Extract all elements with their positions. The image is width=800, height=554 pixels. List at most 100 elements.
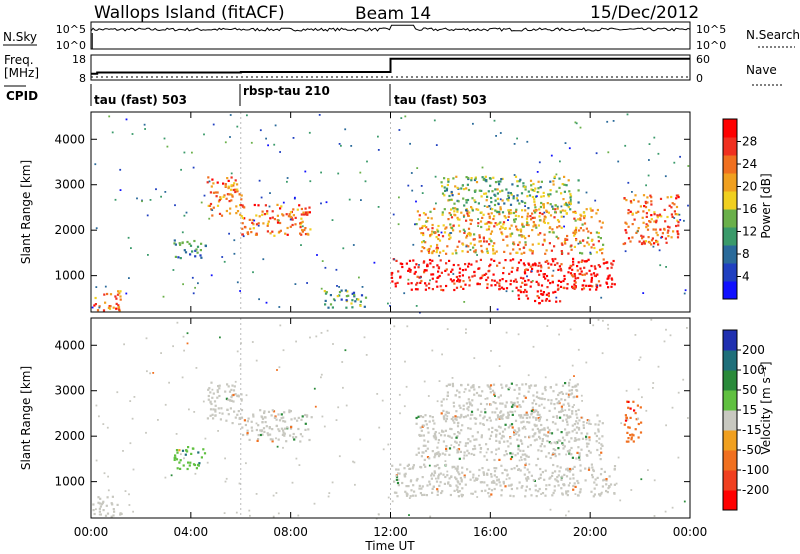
echo-scatter (378, 513, 380, 516)
echo-cell (607, 286, 610, 289)
echo-scatter (358, 276, 360, 279)
echo-scatter (451, 377, 454, 379)
echo-cell (447, 481, 450, 484)
echo-cell (475, 181, 479, 184)
echo-cell (288, 213, 291, 216)
echo-cell (226, 177, 229, 180)
echo-cell (436, 248, 439, 251)
x-tick-label: 12:00 (373, 525, 408, 539)
echo-cell (610, 262, 613, 265)
x-tick-label: 08:00 (273, 525, 308, 539)
echo-cell (422, 434, 425, 437)
echo-cell (416, 275, 419, 278)
echo-cell (214, 410, 217, 413)
echo-scatter (193, 411, 196, 413)
echo-cell (244, 423, 247, 427)
echo-cell (506, 411, 510, 414)
echo-cell (464, 444, 467, 447)
echo-cell (436, 488, 439, 491)
echo-cell (178, 461, 181, 464)
echo-cell (421, 485, 424, 488)
echo-cell (487, 228, 490, 231)
echo-cell (516, 251, 519, 254)
echo-cell (499, 221, 502, 224)
echo-cell (271, 438, 274, 441)
echo-cell (431, 227, 434, 230)
echo-cell (590, 239, 593, 242)
echo-cell (494, 411, 497, 414)
echo-cell (456, 280, 459, 283)
echo-cell (454, 185, 457, 188)
echo-cell (456, 245, 459, 248)
echo-cell (573, 283, 576, 286)
echo-cell (523, 251, 526, 254)
echo-cell (225, 209, 228, 213)
echo-scatter (525, 462, 527, 465)
echo-cell (461, 487, 464, 490)
echo-cell (436, 264, 439, 267)
echo-scatter (172, 345, 174, 348)
echo-scatter (397, 472, 399, 475)
echo-cell (542, 273, 545, 276)
echo-scatter (95, 459, 98, 462)
echo-scatter (625, 389, 628, 392)
echo-cell (235, 205, 238, 208)
echo-cell (518, 404, 521, 407)
echo-cell (568, 404, 571, 407)
echo-cell (560, 487, 563, 490)
echo-cell (94, 303, 97, 306)
echo-cell (273, 416, 276, 419)
echo-cell (512, 197, 515, 200)
echo-cell (528, 194, 532, 197)
echo-cell (661, 232, 664, 235)
echo-cell (442, 473, 445, 476)
echo-cell (499, 206, 502, 209)
echo-cell (441, 185, 444, 188)
echo-cell (501, 386, 504, 389)
echo-scatter (331, 219, 334, 221)
echo-cell (528, 248, 531, 251)
echo-cell (488, 215, 491, 218)
power-echoes (91, 112, 690, 314)
echo-cell (573, 232, 577, 235)
echo-cell (219, 418, 222, 421)
echo-cell (556, 207, 559, 210)
echo-cell (554, 257, 557, 261)
echo-cell (542, 206, 545, 209)
echo-cell (495, 439, 498, 442)
echo-cell (218, 387, 221, 390)
echo-cell (560, 478, 563, 481)
echo-cell (421, 476, 424, 479)
echo-cell (543, 215, 546, 218)
echo-cell (489, 387, 492, 390)
echo-scatter (340, 144, 342, 147)
echo-cell (426, 248, 429, 251)
echo-scatter (337, 406, 340, 409)
echo-cell (557, 268, 560, 271)
echo-scatter (345, 404, 348, 407)
echo-scatter (342, 386, 344, 389)
echo-cell (530, 474, 533, 477)
echo-cell (572, 488, 575, 491)
echo-cell (666, 231, 669, 234)
echo-cell (564, 382, 567, 385)
echo-cell (553, 263, 557, 266)
echo-cell (439, 259, 442, 262)
echo-cell (411, 494, 415, 497)
echo-scatter (183, 214, 186, 217)
echo-cell (227, 185, 230, 188)
echo-cell (568, 431, 571, 434)
echo-cell (495, 407, 498, 410)
echo-cell (445, 445, 448, 448)
echo-cell (638, 240, 641, 243)
echo-cell (518, 248, 521, 251)
echo-cell (574, 485, 577, 488)
echo-cell (426, 427, 429, 430)
echo-scatter (499, 198, 502, 201)
echo-cell (512, 495, 515, 498)
echo-cell (424, 449, 428, 453)
echo-cell (413, 272, 416, 275)
echo-cell (227, 187, 230, 190)
echo-cell (509, 235, 512, 238)
echo-cell (573, 423, 576, 426)
